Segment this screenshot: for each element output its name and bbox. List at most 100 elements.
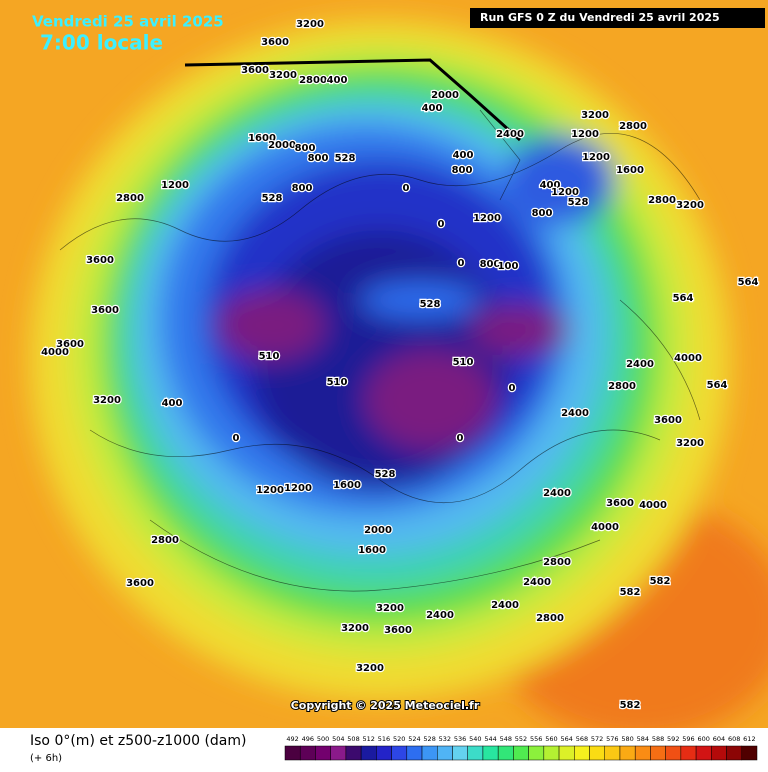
scale-label: 572 <box>591 735 603 743</box>
contour-label: 2000 <box>268 140 296 151</box>
contour-label: 1200 <box>256 485 284 496</box>
scale-label: 496 <box>302 735 314 743</box>
contour-label: 400 <box>422 103 443 114</box>
scale-swatch <box>711 745 727 761</box>
contour-label: 3200 <box>93 395 121 406</box>
scale-label: 608 <box>728 735 740 743</box>
contour-label: 1600 <box>616 165 644 176</box>
contour-label: 3600 <box>126 578 154 589</box>
scale-label: 556 <box>530 735 542 743</box>
scale-label: 600 <box>697 735 709 743</box>
scale-swatch <box>330 745 347 761</box>
contour-label: 0 <box>457 433 464 444</box>
scale-swatch <box>315 745 331 761</box>
contour-label: 2400 <box>626 359 654 370</box>
contour-label: 800 <box>480 259 501 270</box>
scale-label: 560 <box>545 735 557 743</box>
scale-swatch <box>391 745 408 761</box>
scale-swatch <box>284 745 301 761</box>
scale-label: 500 <box>317 735 329 743</box>
contour-label: 3200 <box>341 623 369 634</box>
contour-label: 400 <box>162 398 183 409</box>
contour-label: 1200 <box>161 180 189 191</box>
contour-label: 800 <box>295 143 316 154</box>
scale-label: 544 <box>484 735 496 743</box>
contour-label: 1600 <box>358 545 386 556</box>
run-box <box>470 8 765 28</box>
contour-label: 564 <box>738 277 759 288</box>
scale-label: 580 <box>621 735 633 743</box>
contour-label: 1600 <box>333 480 361 491</box>
scale-label: 512 <box>363 735 375 743</box>
contour-label: 2800 <box>299 75 327 86</box>
scale-label: 520 <box>393 735 405 743</box>
contour-label: 1200 <box>284 483 312 494</box>
contour-label: 3600 <box>384 625 412 636</box>
contour-label: 3600 <box>606 498 634 509</box>
copyright: Copyright © 2025 Meteociel.fr <box>291 699 480 712</box>
contour-label: 1200 <box>571 129 599 140</box>
scale-swatch <box>665 745 682 761</box>
scale-swatch <box>376 745 392 761</box>
scale-swatch <box>482 745 499 761</box>
contour-label: 3600 <box>654 415 682 426</box>
contour-label: 2800 <box>648 195 676 206</box>
contour-label: 1600 <box>248 133 276 144</box>
contour-label: 510 <box>453 357 474 368</box>
contour-label: 3200 <box>269 70 297 81</box>
contour-label: 564 <box>707 380 728 391</box>
contour-label: 2400 <box>543 488 571 499</box>
scale-label: 584 <box>637 735 649 743</box>
scale-swatch <box>695 745 712 761</box>
contour-label: 510 <box>259 351 280 362</box>
scale-swatch <box>406 745 423 761</box>
contour-label: 3600 <box>91 305 119 316</box>
contour-label: 2400 <box>426 610 454 621</box>
scale-swatch <box>558 745 575 761</box>
contour-label: 564 <box>673 293 694 304</box>
scale-label: 504 <box>332 735 344 743</box>
scale-label: 492 <box>286 735 298 743</box>
contour-label: 2000 <box>364 525 392 536</box>
contour-label: 3200 <box>356 663 384 674</box>
contour-label: 528 <box>335 153 356 164</box>
contour-label: 1200 <box>582 152 610 163</box>
footer-step: (+ 6h) <box>30 753 62 764</box>
scale-swatch <box>726 745 743 761</box>
contour-label: 3200 <box>296 19 324 30</box>
contour-label: 1200 <box>473 213 501 224</box>
contour-label: 3600 <box>241 65 269 76</box>
scale-swatch <box>467 745 484 761</box>
contour-label: 400 <box>327 75 348 86</box>
scale-label: 588 <box>652 735 664 743</box>
scale-swatch <box>574 745 590 761</box>
scale-label: 528 <box>423 735 435 743</box>
scale-label: 564 <box>560 735 572 743</box>
scale-label: 540 <box>469 735 481 743</box>
run-label: Run GFS 0 Z du Vendredi 25 avril 2025 <box>480 11 720 24</box>
date-label: Vendredi 25 avril 2025 <box>32 13 224 31</box>
scale-label: 516 <box>378 735 390 743</box>
contour-label: 3200 <box>376 603 404 614</box>
scale-label: 612 <box>743 735 755 743</box>
contour-label: 0 <box>458 258 465 269</box>
contour-label: 2800 <box>151 535 179 546</box>
contour-label: 3200 <box>676 200 704 211</box>
contour-label: 2400 <box>496 129 524 140</box>
scale-swatch <box>619 745 636 761</box>
contour-label: 800 <box>308 153 329 164</box>
contour-label: 2000 <box>431 90 459 101</box>
contour-label: 4000 <box>674 353 702 364</box>
scale-label: 548 <box>500 735 512 743</box>
scale-label: 524 <box>408 735 420 743</box>
contour-label: 3200 <box>581 110 609 121</box>
scale-label: 596 <box>682 735 694 743</box>
scale-swatch <box>604 745 621 761</box>
contour-label: 0 <box>233 433 240 444</box>
scale-label: 568 <box>576 735 588 743</box>
contour-label: 2400 <box>561 408 589 419</box>
contour-label: 528 <box>568 197 589 208</box>
scale-swatch <box>741 745 758 761</box>
